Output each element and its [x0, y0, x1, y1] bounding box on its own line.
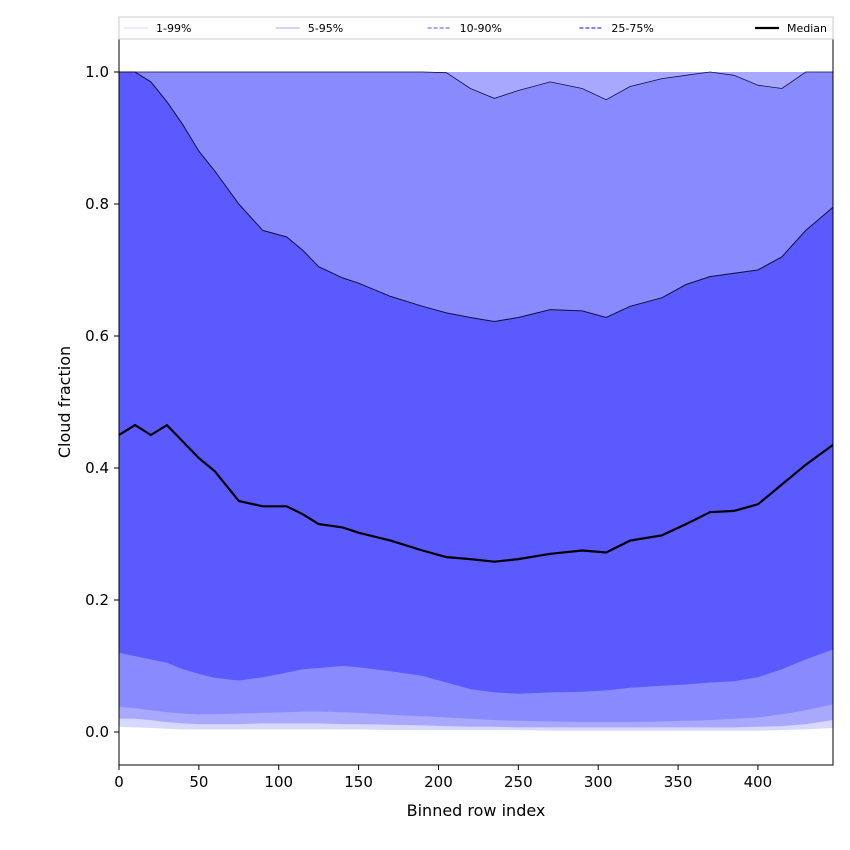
x-tick-label: 250	[504, 773, 533, 791]
legend-frame	[118, 16, 834, 40]
x-tick-label: 50	[189, 773, 208, 791]
y-tick-label: 0.8	[85, 195, 109, 213]
legend-label-10-90: 10-90%	[460, 22, 502, 35]
y-tick-label: 0.4	[85, 459, 109, 477]
x-tick-label: 200	[424, 773, 453, 791]
y-axis-ticks: 0.0 0.2 0.4 0.6 0.8 1.0	[85, 63, 119, 741]
median-line	[118, 423, 834, 563]
x-tick-label: 150	[344, 773, 373, 791]
y-tick-label: 0.6	[85, 327, 109, 345]
series-lines	[118, 71, 834, 563]
legend: 1-99% 5-95% 10-90% 25-75% Median	[118, 16, 834, 40]
x-tick-label: 400	[744, 773, 773, 791]
x-tick-label: 100	[264, 773, 293, 791]
legend-label-5-95: 5-95%	[308, 22, 343, 35]
y-axis-label: Cloud fraction	[55, 346, 74, 458]
x-tick-label: 350	[664, 773, 693, 791]
legend-label-1-99: 1-99%	[156, 22, 191, 35]
x-axis-label: Binned row index	[407, 801, 546, 820]
band-10-90-upper-edge	[119, 71, 833, 101]
band-25-75-upper-edge	[119, 71, 834, 323]
legend-label-median: Median	[787, 22, 827, 35]
x-tick-label: 0	[114, 773, 124, 791]
band-25-75	[119, 72, 833, 694]
x-axis-ticks: 0 50 100 150 200 250 300 350 400	[114, 765, 772, 791]
percentile-bands	[119, 72, 833, 731]
y-tick-label: 0.2	[85, 591, 109, 609]
legend-label-25-75: 25-75%	[611, 22, 653, 35]
x-tick-label: 300	[584, 773, 613, 791]
y-tick-label: 1.0	[85, 63, 109, 81]
y-tick-label: 0.0	[85, 723, 109, 741]
